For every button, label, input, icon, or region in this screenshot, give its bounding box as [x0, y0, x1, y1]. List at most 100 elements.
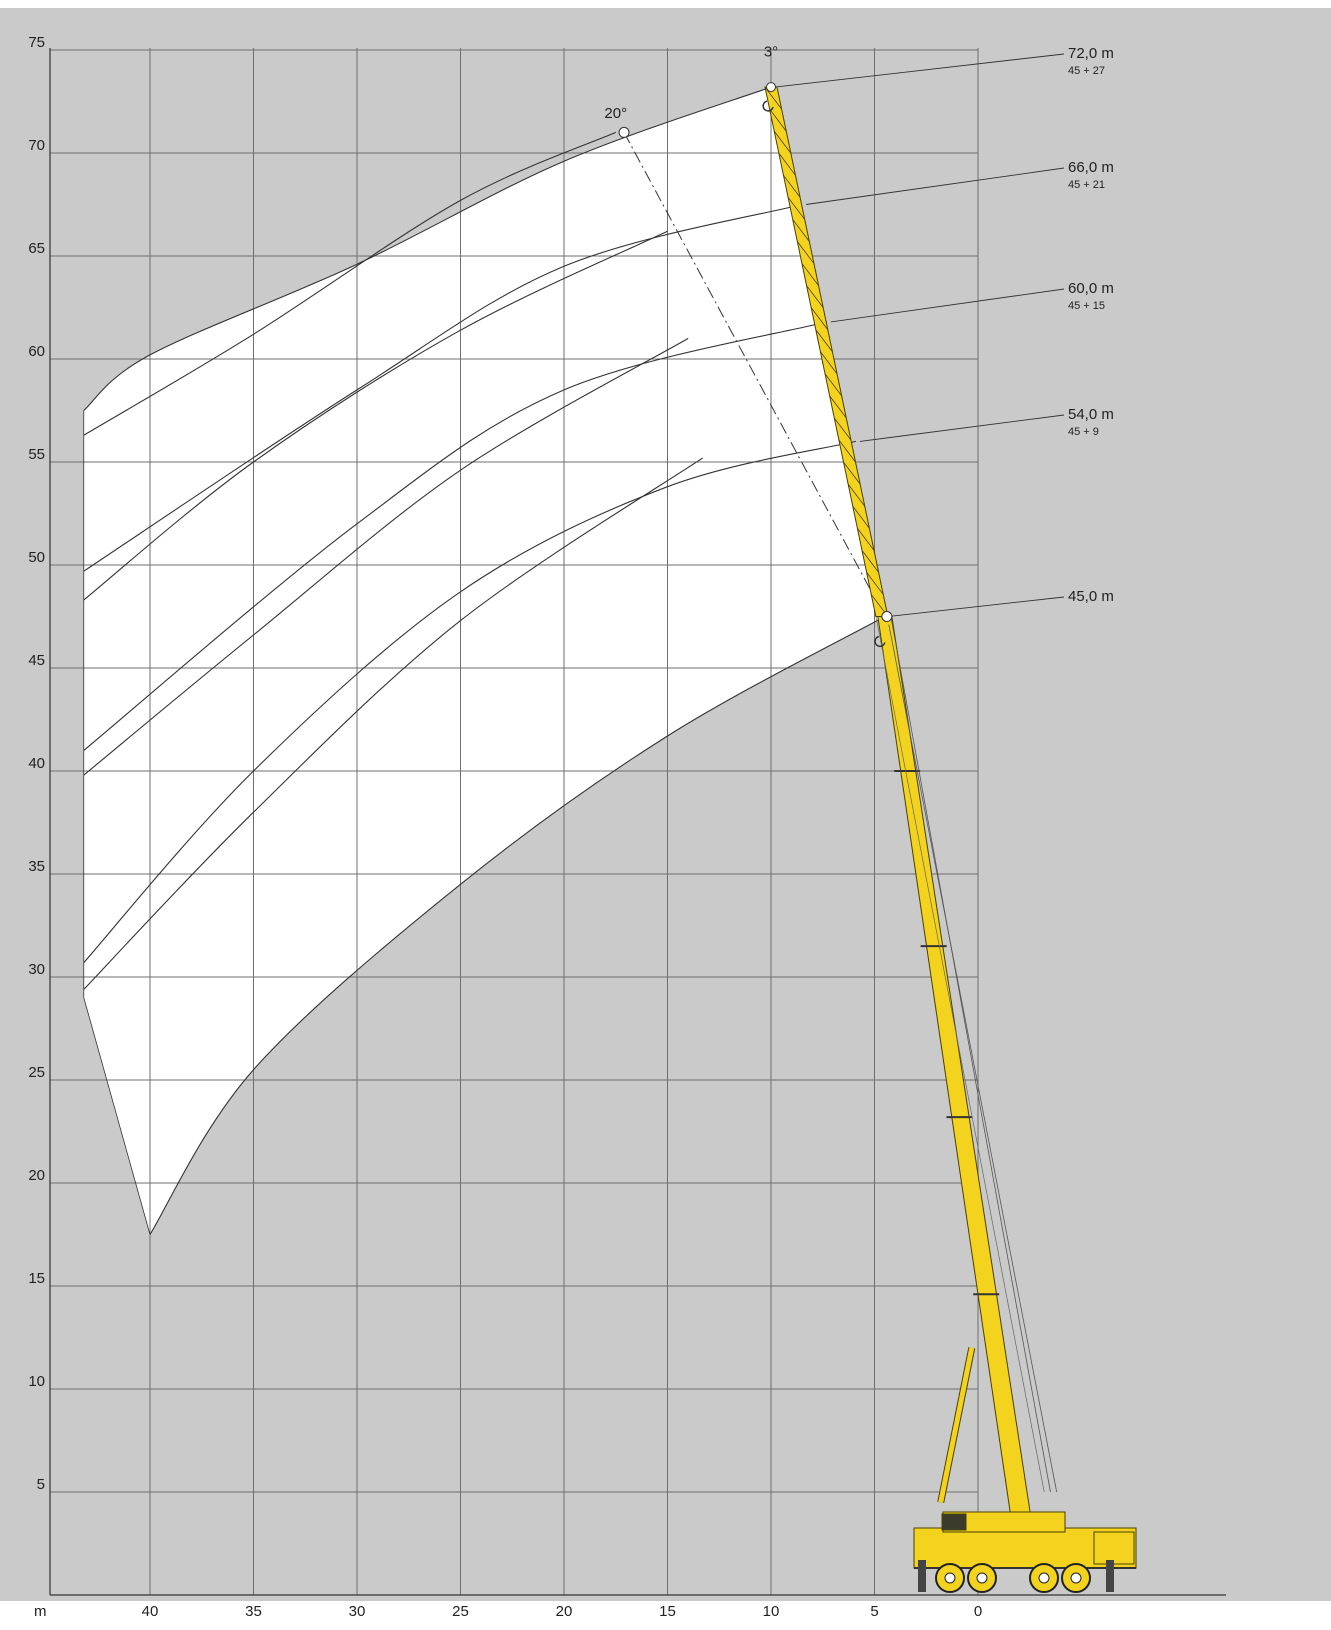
- boom-radius-curve: [83, 131, 617, 436]
- boom-radius-curve: [83, 203, 803, 572]
- lattice-brace: [820, 351, 838, 375]
- outrigger-jack: [918, 1560, 926, 1592]
- angle-labels: 3° 20°: [604, 43, 778, 122]
- envelope-lower-edge: [83, 997, 151, 1235]
- boom-radius-curve: [83, 321, 828, 751]
- boom-radius-curve: [149, 616, 886, 1235]
- boom-angle-label: 20°: [604, 105, 627, 122]
- wheel-hub: [976, 1572, 988, 1584]
- boom-config-labels: 72,0 m 45 + 27 66,0 m 45 + 21 60,0 m 45 + 15 5…: [1068, 45, 1114, 605]
- y-tick-label: 20: [28, 1167, 45, 1184]
- wheel-hub: [944, 1572, 956, 1584]
- lattice-brace: [857, 528, 875, 551]
- boom-composition-label: 45 + 21: [1068, 179, 1105, 191]
- luffing-cylinder: [938, 1347, 975, 1503]
- lattice-brace: [792, 219, 810, 242]
- y-tick-label: 30: [28, 961, 45, 978]
- y-tick-label: 45: [28, 652, 45, 669]
- y-tick-labels: 5 10 15 20 25 30 35 40 45 50 55 60 65 70 75: [28, 34, 45, 1493]
- jib-tip-sheave: [766, 82, 776, 93]
- guy-line: [890, 616, 1051, 1493]
- x-tick-label: 40: [142, 1603, 159, 1620]
- x-tick-labels: 40 35 30 25 20 15 10 5 0: [142, 1603, 983, 1620]
- lattice-brace: [843, 461, 861, 485]
- guy-line: [888, 624, 1058, 1493]
- y-tick-label: 15: [28, 1270, 45, 1287]
- main-hook: [874, 635, 886, 648]
- lattice-brace: [810, 307, 829, 330]
- boom-length-label: 45,0 m: [1068, 588, 1114, 605]
- lattice-brace: [815, 329, 833, 353]
- boom-curves: [83, 86, 886, 1235]
- y-tick-label: 50: [28, 549, 45, 566]
- lattice-brace: [773, 130, 792, 154]
- driver-cab: [1093, 1531, 1135, 1565]
- boom-composition-label: 45 + 9: [1068, 426, 1099, 438]
- lattice-brace: [829, 395, 847, 419]
- boom-radius-curve: [83, 230, 668, 601]
- x-tick-label: 5: [870, 1603, 878, 1620]
- outrigger-jack: [1106, 1560, 1114, 1592]
- lattice-brace: [852, 505, 870, 529]
- boom-length-label: 54,0 m: [1068, 406, 1114, 423]
- crane-cab-window: [941, 1513, 967, 1531]
- boom-config-leader-line: [830, 288, 1065, 323]
- boom-length-label: 60,0 m: [1068, 280, 1114, 297]
- jib-20-degree-line: [623, 132, 886, 617]
- y-tick-label: 55: [28, 446, 45, 463]
- y-tick-label: 10: [28, 1373, 45, 1390]
- lattice-brace: [833, 417, 852, 441]
- boom-radius-curve: [83, 337, 689, 776]
- jib-20-degree-tip-sheave: [618, 126, 630, 138]
- lattice-brace: [847, 483, 866, 507]
- boom-head-sheave: [881, 611, 893, 622]
- lattice-brace: [866, 572, 884, 595]
- lattice-brace: [824, 373, 842, 397]
- boom-radius-curve: [83, 457, 704, 990]
- lattice-brace: [838, 439, 856, 463]
- y-tick-label: 5: [37, 1476, 45, 1493]
- lattice-brace: [778, 153, 796, 176]
- crane-carrier: [913, 1511, 1137, 1593]
- x-tick-label: 15: [659, 1603, 676, 1620]
- boom-composition-label: 45 + 27: [1068, 65, 1105, 77]
- y-tick-label: 40: [28, 755, 45, 772]
- x-tick-label: 20: [556, 1603, 573, 1620]
- boom-angle-label: 3°: [764, 43, 778, 60]
- wheel-hub: [1038, 1572, 1050, 1584]
- lattice-brace: [783, 175, 801, 198]
- boom-config-leader-line: [805, 167, 1065, 205]
- y-tick-label: 60: [28, 343, 45, 360]
- x-axis-unit-label: m: [34, 1603, 47, 1620]
- boom-length-label: 66,0 m: [1068, 159, 1114, 176]
- lattice-brace: [861, 550, 879, 573]
- grid: [50, 48, 979, 1595]
- lattice-brace: [787, 197, 806, 220]
- jib-hook: [762, 100, 774, 112]
- lattice-brace: [806, 285, 824, 308]
- boom-radius-curve: [83, 86, 772, 411]
- y-tick-label: 35: [28, 858, 45, 875]
- crane-boom: [762, 82, 1058, 1522]
- boom-config-leader-line: [888, 596, 1065, 617]
- axes: [49, 48, 1226, 1596]
- lattice-brace: [801, 263, 819, 286]
- x-tick-label: 0: [974, 1603, 982, 1620]
- plot-background: [0, 8, 1331, 1601]
- boom-radius-curve: [83, 440, 857, 963]
- leader-lines: [618, 53, 1065, 617]
- lattice-brace: [797, 241, 815, 264]
- boom-config-leader-line: [859, 414, 1065, 442]
- wheel-hub: [1070, 1572, 1082, 1584]
- x-tick-label: 35: [245, 1603, 262, 1620]
- x-tick-label: 10: [763, 1603, 780, 1620]
- x-tick-label: 30: [349, 1603, 366, 1620]
- working-range-envelope: [83, 87, 885, 1235]
- y-tick-label: 25: [28, 1064, 45, 1081]
- boom-config-leader-line: [774, 53, 1065, 88]
- y-tick-label: 75: [28, 34, 45, 51]
- boom-composition-label: 45 + 15: [1068, 300, 1105, 312]
- y-tick-label: 65: [28, 240, 45, 257]
